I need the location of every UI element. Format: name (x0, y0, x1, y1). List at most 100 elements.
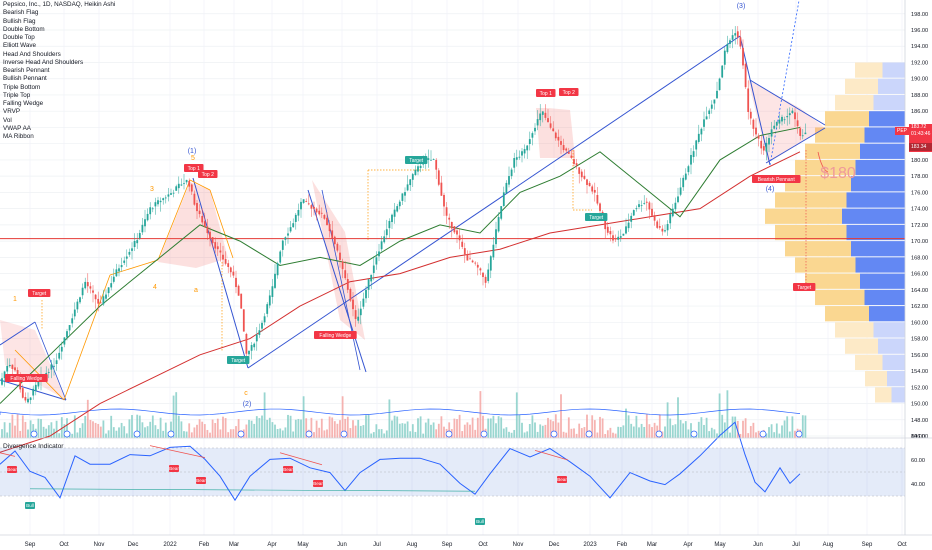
candle-body (677, 196, 679, 203)
candle-body (708, 110, 711, 115)
volume-bar (21, 415, 24, 438)
candle-body (461, 241, 464, 247)
candle-body (721, 65, 724, 78)
legend-item[interactable]: Bearish Pennant (3, 67, 50, 74)
elliott-label: (1) (188, 148, 197, 155)
volume-bar (651, 427, 653, 438)
event-marker (690, 430, 698, 438)
legend-item[interactable]: Double Bottom (3, 25, 45, 33)
volume-bar (266, 419, 269, 438)
candle-body (120, 265, 123, 268)
volume-bar (6, 432, 9, 438)
candle-body (567, 152, 570, 154)
candle-body (315, 208, 318, 213)
x-tick-label: Apr (267, 542, 276, 548)
legend-item[interactable]: Bullish Flag (3, 17, 36, 25)
legend-item[interactable]: Triple Top (3, 91, 31, 99)
legend-item[interactable]: Triple Bottom (3, 83, 41, 91)
x-tick-label: Sep (862, 542, 873, 548)
event-marker (237, 430, 245, 438)
volume-bar (674, 424, 677, 438)
volume-bar (14, 425, 16, 438)
candle-body (664, 230, 666, 232)
candle-body (679, 187, 682, 195)
legend-item[interactable]: VWAP AA (3, 124, 31, 132)
candle-body (687, 166, 690, 173)
volume-bar (406, 421, 409, 438)
volume-bar (341, 396, 344, 438)
y-tick-label: 158.00 (911, 337, 928, 343)
elliott-label: 3 (150, 186, 154, 193)
legend-item[interactable]: Elliott Wave (3, 42, 37, 50)
volume-bar (253, 423, 256, 438)
volume-bar (703, 424, 705, 438)
legend-item[interactable]: VRVP (3, 108, 21, 116)
volume-bar (541, 425, 544, 438)
volume-bar (216, 418, 219, 438)
volume-bar (591, 415, 594, 438)
candle-body (609, 231, 612, 235)
candle-body (154, 202, 157, 207)
volume-bar (479, 391, 482, 438)
divergence-label: Bull (26, 503, 34, 508)
candle-body (183, 183, 185, 185)
line (739, 35, 771, 166)
volume-bar (331, 417, 334, 438)
candle-body (640, 205, 643, 207)
candle-body (513, 158, 516, 168)
candle-body (391, 214, 393, 223)
candle-body (300, 201, 302, 210)
candle-body (768, 138, 770, 145)
candle-body (453, 226, 456, 233)
candle-body (604, 220, 607, 230)
volume-bar (227, 432, 230, 438)
price-candles (1, 26, 807, 405)
x-tick-label: Dec (549, 542, 560, 548)
profile-bar (878, 338, 905, 354)
legend-item[interactable]: Head And Shoulders (3, 50, 61, 58)
volume-bar (601, 418, 604, 438)
legend-item[interactable]: Bullish Pennant (3, 75, 47, 83)
candle-body (580, 171, 583, 178)
candle-body (448, 217, 451, 220)
volume-bar (466, 422, 469, 438)
x-tick-label: Jul (792, 542, 800, 548)
volume-bar (744, 418, 747, 438)
y-tick-label: 154.00 (911, 369, 928, 375)
candle-body (133, 241, 136, 248)
legend-item[interactable]: Double Top (3, 34, 35, 41)
candle-body (175, 186, 178, 191)
legend-item[interactable]: Bearish Flag (3, 9, 39, 17)
candle-body (760, 140, 763, 149)
volume-bar (492, 415, 495, 438)
pattern-label: Top 2 (563, 90, 575, 96)
volume-bar (705, 417, 708, 438)
volume-bar (328, 416, 331, 438)
candle-body (622, 233, 625, 236)
divergence-label-bg (196, 477, 206, 484)
legend-item[interactable]: Inverse Head And Shoulders (3, 58, 84, 66)
candle-body (209, 231, 211, 239)
line (109, 259, 159, 276)
candle-body (250, 345, 253, 351)
legend-item[interactable]: Vol (3, 116, 12, 124)
candle-body (193, 193, 196, 205)
legend-item[interactable]: MA Ribbon (3, 133, 34, 140)
y-tick-label: 196.00 (911, 28, 928, 34)
y-tick-label: 174.00 (911, 207, 928, 213)
pattern-label-bg (28, 289, 51, 297)
volume-bar (508, 431, 510, 438)
candle-body (500, 206, 503, 219)
profile-bar (855, 354, 883, 371)
candle-body (682, 177, 685, 188)
candle-body (144, 219, 146, 227)
volume-bar (404, 423, 406, 438)
profile-bar (765, 208, 842, 224)
volume-bar (757, 430, 760, 438)
candle-body (86, 282, 89, 287)
event-marker (63, 430, 71, 438)
legend-item[interactable]: Falling Wedge (3, 100, 44, 107)
profile-bar (785, 176, 851, 192)
candle-body (123, 260, 126, 263)
